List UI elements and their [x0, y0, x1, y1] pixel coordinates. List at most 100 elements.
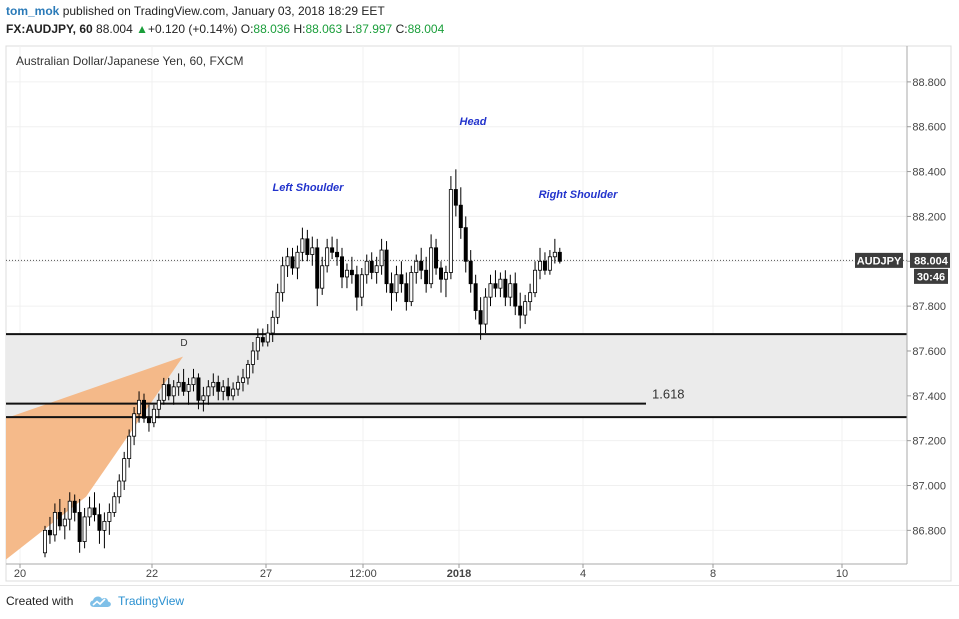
candle-body — [414, 260, 419, 273]
open-label: O: — [240, 22, 254, 36]
candle-body — [325, 247, 330, 267]
candle — [394, 265, 399, 302]
candle — [493, 270, 498, 298]
candle-body — [508, 283, 513, 298]
candle — [483, 288, 488, 334]
candle-body — [151, 408, 156, 424]
price-tick-label: 87.000 — [912, 481, 946, 493]
candle — [171, 380, 176, 405]
candle-body — [552, 251, 557, 258]
chart-header: tom_mok published on TradingView.com, Ja… — [0, 0, 959, 42]
author-link[interactable]: tom_mok — [6, 4, 60, 18]
candle-body — [478, 310, 483, 325]
tradingview-brand-link[interactable]: TradingView — [118, 594, 185, 608]
candle-body — [231, 388, 236, 397]
candle — [414, 254, 419, 284]
candle-body — [300, 238, 305, 253]
price-tick-label: 87.400 — [912, 391, 946, 403]
candle-body — [97, 514, 102, 531]
candle — [354, 265, 359, 311]
price-tick-label: 87.600 — [912, 346, 946, 358]
candle-body — [419, 260, 424, 271]
candle — [240, 368, 245, 392]
candle-body — [404, 283, 409, 303]
candle-body — [409, 272, 414, 303]
candle — [468, 250, 473, 293]
candle — [315, 238, 320, 307]
candle-body — [290, 256, 295, 269]
candle-body — [87, 507, 92, 518]
candle — [181, 368, 186, 396]
candle — [127, 429, 132, 468]
candle — [310, 236, 315, 266]
candle — [513, 272, 518, 316]
candle-body — [206, 386, 211, 397]
candle-body — [498, 278, 503, 289]
candle-body — [394, 274, 399, 294]
candle-body — [424, 269, 429, 285]
candle — [72, 494, 77, 522]
candle — [557, 247, 562, 264]
candle-body — [280, 265, 285, 294]
tradingview-cloud-icon[interactable] — [88, 593, 112, 609]
candle — [369, 252, 374, 280]
candle-body — [369, 260, 374, 273]
candle-body — [77, 512, 82, 542]
bar-countdown: 30:46 — [917, 271, 945, 283]
candle-body — [181, 381, 186, 392]
candle — [498, 272, 503, 298]
candle — [206, 380, 211, 405]
candle — [528, 283, 533, 311]
candle-body — [132, 413, 137, 437]
candle-body — [434, 247, 439, 269]
candle-body — [161, 384, 166, 401]
low-value: 87.997 — [355, 22, 393, 36]
candle-body — [448, 189, 453, 273]
candle-body — [310, 247, 315, 255]
price-chart[interactable]: 88.80088.60088.40088.20088.00087.80087.6… — [0, 42, 959, 585]
candle — [47, 516, 52, 544]
candle — [523, 294, 528, 325]
candle-body — [141, 399, 146, 419]
candle — [335, 238, 340, 266]
candle — [201, 386, 206, 412]
candle — [453, 169, 458, 217]
candle — [141, 393, 146, 423]
candle — [216, 375, 221, 401]
candle — [399, 261, 404, 293]
candle — [463, 216, 468, 273]
candle — [146, 404, 151, 432]
time-tick-label: 10 — [836, 568, 848, 580]
candle-body — [379, 249, 384, 267]
candle — [107, 503, 112, 535]
candle — [112, 492, 117, 517]
published-text: published on TradingView.com, January 03… — [62, 4, 385, 18]
candle — [186, 377, 191, 405]
time-axis[interactable]: 20 22 27 12:00 2018 4 8 10 — [14, 564, 848, 580]
candle — [434, 238, 439, 275]
candle-body — [344, 269, 349, 278]
candle — [290, 247, 295, 275]
candle — [285, 247, 290, 277]
time-tick-label: 4 — [580, 568, 586, 580]
candle-body — [122, 458, 127, 482]
candle — [552, 238, 557, 264]
candle-body — [493, 283, 498, 289]
low-label: L: — [345, 22, 356, 36]
candle-body — [117, 480, 122, 498]
candle — [137, 391, 142, 423]
candle-body — [216, 381, 221, 392]
candle-body — [92, 507, 97, 516]
candle — [508, 274, 513, 307]
candle-body — [542, 260, 547, 271]
candle — [166, 377, 171, 401]
candle — [231, 382, 236, 401]
time-tick-label: 27 — [260, 568, 272, 580]
candle — [92, 492, 97, 522]
candle-body — [265, 332, 270, 343]
candle-body — [335, 251, 340, 258]
candle-body — [285, 256, 290, 267]
candle — [236, 375, 241, 396]
candle — [344, 263, 349, 289]
last-price-tag: 88.004 30:46 — [910, 252, 950, 284]
